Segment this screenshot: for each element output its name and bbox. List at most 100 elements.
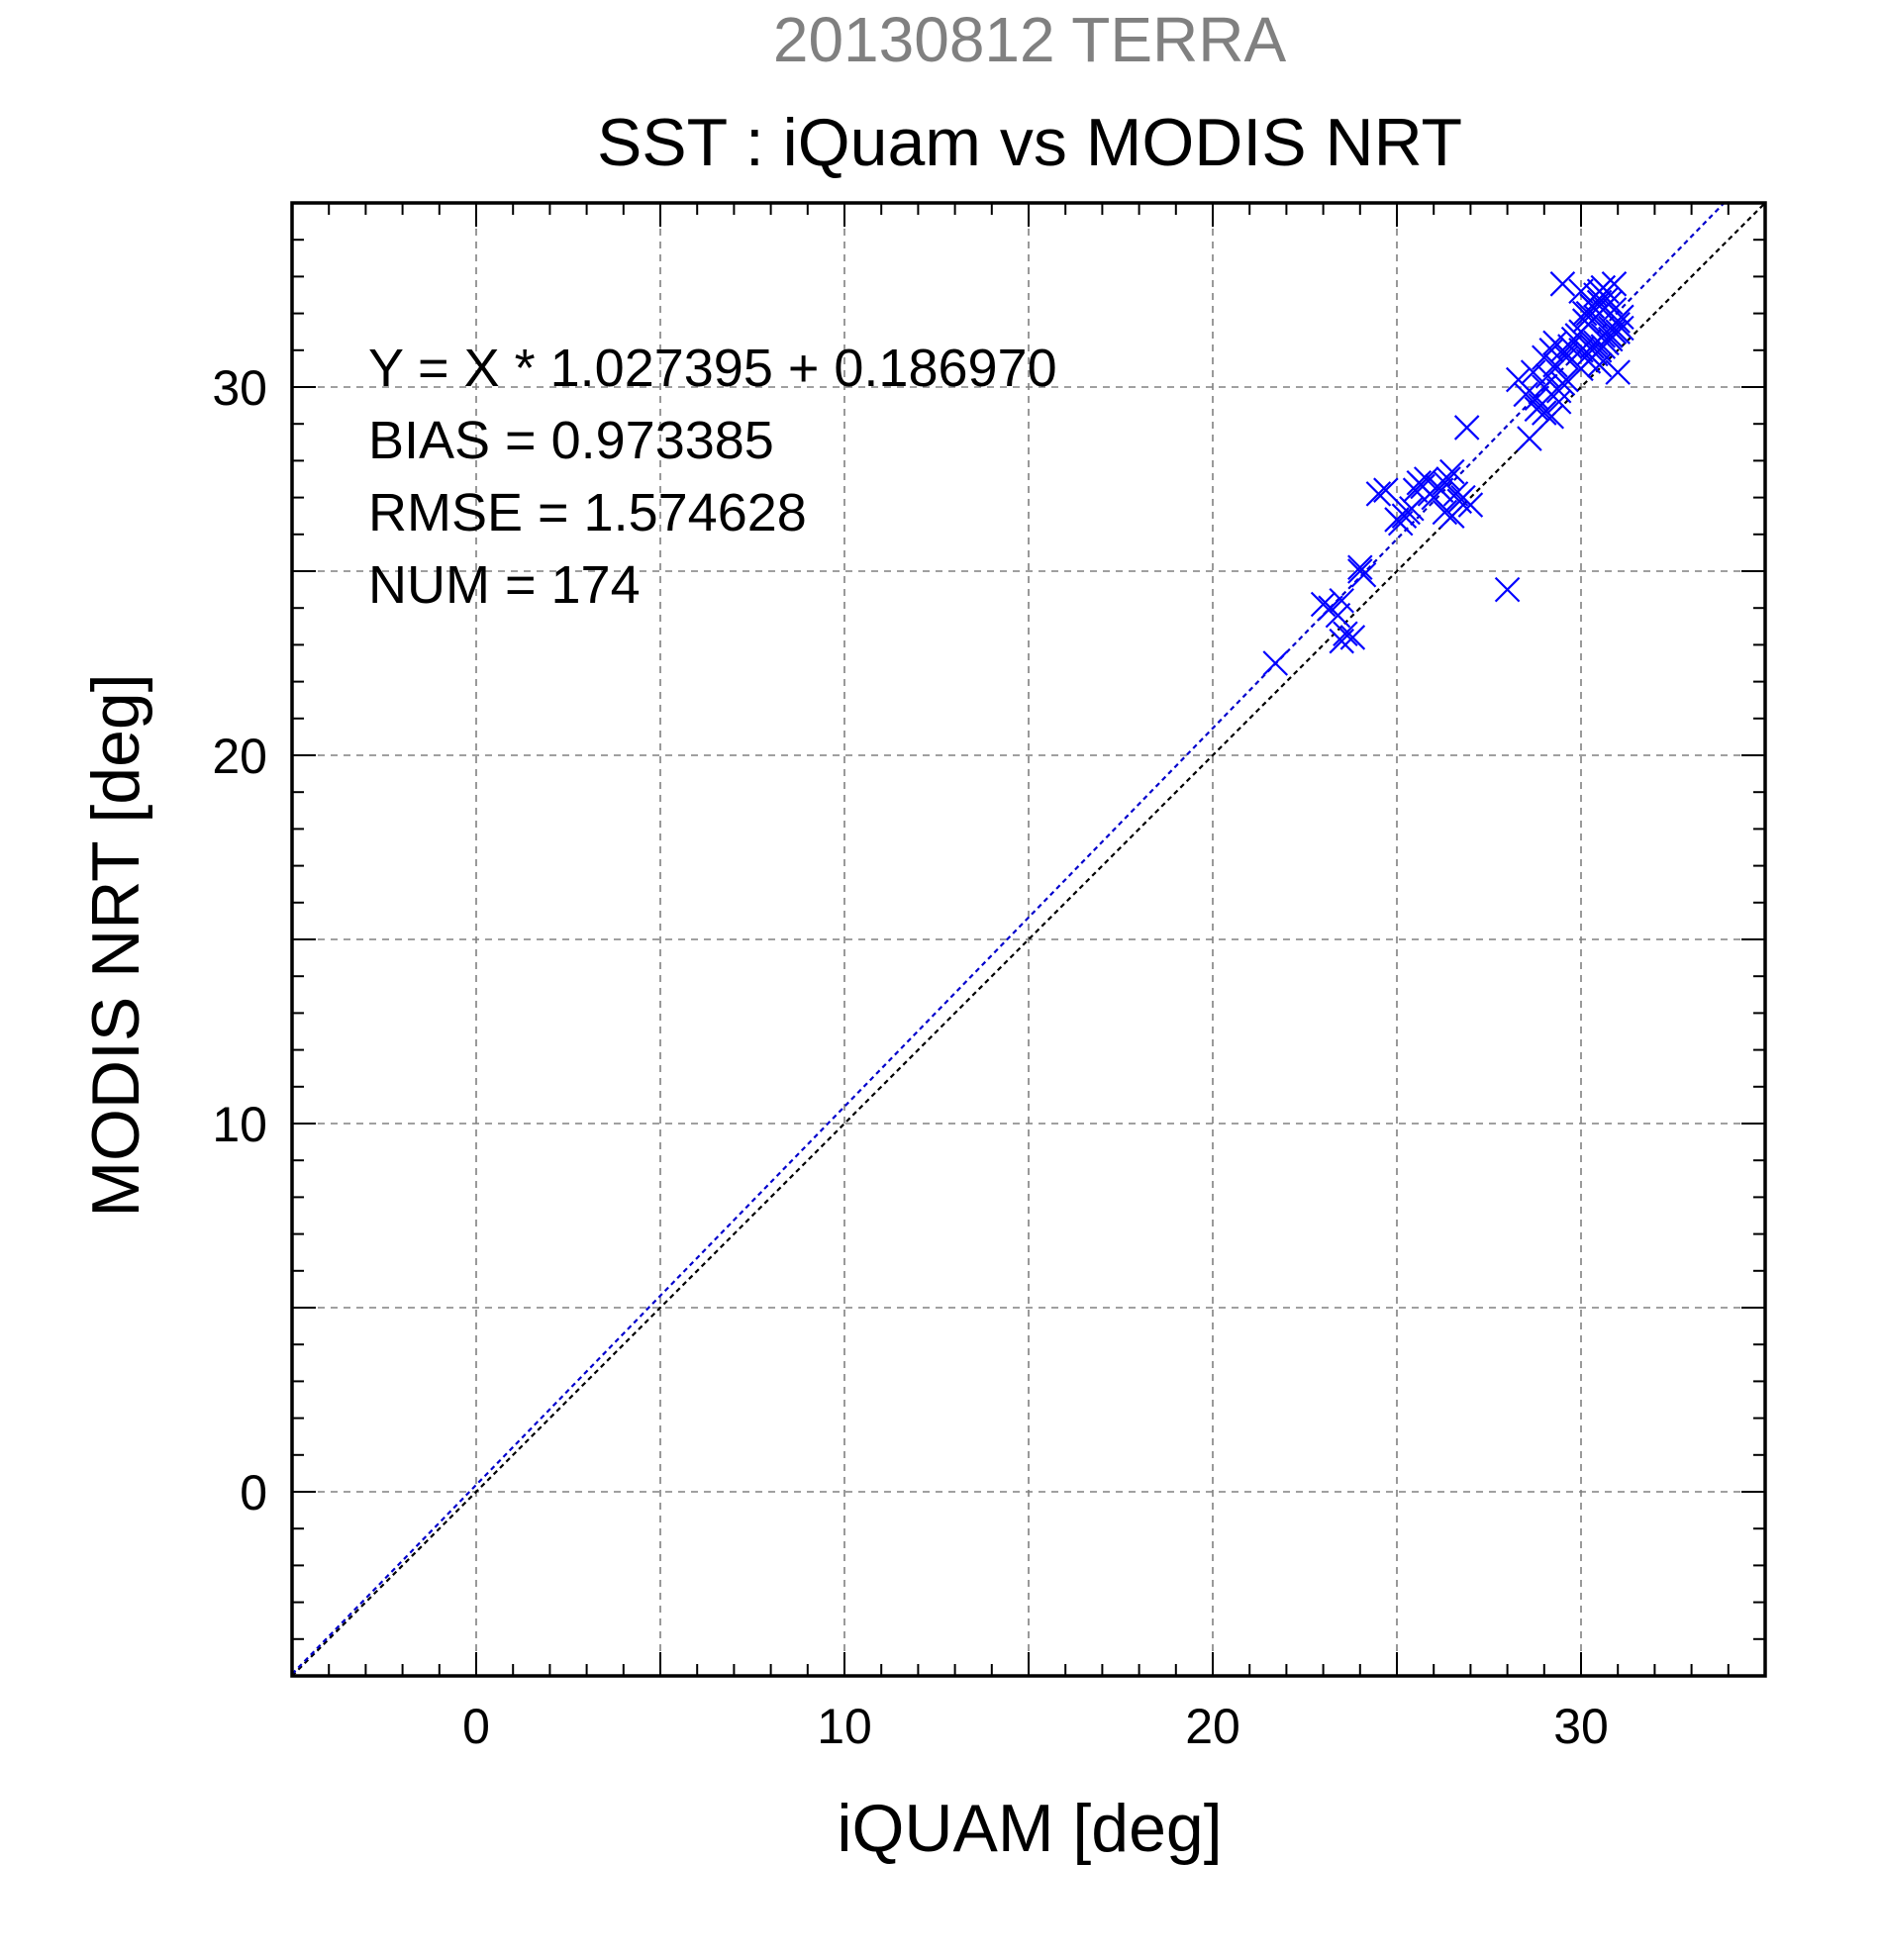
- data-point-stroke: [1387, 510, 1414, 537]
- data-point: [1597, 323, 1624, 348]
- data-point-stroke: [1549, 271, 1576, 297]
- data-point: [1329, 587, 1354, 614]
- annotation-line: Y = X * 1.027395 + 0.186970: [368, 339, 1057, 398]
- y-tick-label: 20: [212, 729, 267, 784]
- data-point-stroke: [1538, 338, 1565, 363]
- chart-supertitle: 20130812 TERRA: [773, 4, 1287, 75]
- plot-frame: [290, 201, 1767, 1678]
- data-point: [1373, 477, 1399, 503]
- reference-lines: [291, 202, 1766, 1677]
- data-points: [1262, 271, 1634, 676]
- data-point-stroke: [1262, 650, 1289, 676]
- y-axis-label: MODIS NRT [deg]: [78, 673, 153, 1217]
- statistics-annotation: Y = X * 1.027395 + 0.186970 BIAS = 0.9733…: [368, 339, 1057, 615]
- chart-title: SST : iQuam vs MODIS NRT: [597, 105, 1462, 180]
- fit-line: [291, 202, 1726, 1675]
- data-point: [1436, 466, 1461, 492]
- data-point-stroke: [1350, 561, 1377, 588]
- data-point: [1579, 334, 1605, 359]
- data-point: [1442, 481, 1469, 507]
- data-point-stroke: [1568, 278, 1594, 305]
- data-point: [1549, 271, 1576, 297]
- annotation-line: RMSE = 1.574628: [368, 483, 807, 542]
- data-point-stroke: [1532, 400, 1557, 426]
- data-point-stroke: [1545, 377, 1572, 404]
- annotation-line: NUM = 174: [368, 555, 641, 615]
- data-point-stroke: [1329, 587, 1354, 614]
- data-point: [1457, 492, 1484, 518]
- data-point: [1532, 400, 1557, 426]
- data-point: [1586, 289, 1613, 316]
- data-point: [1586, 351, 1613, 378]
- data-point-stroke: [1399, 495, 1425, 522]
- data-point-stroke: [1605, 319, 1631, 344]
- data-point-stroke: [1520, 359, 1546, 385]
- data-point: [1387, 510, 1414, 537]
- data-point: [1453, 415, 1480, 441]
- annotation-line: BIAS = 0.973385: [368, 411, 774, 470]
- data-point: [1553, 366, 1579, 393]
- data-point-stroke: [1494, 576, 1521, 603]
- data-point: [1601, 271, 1628, 297]
- data-point-stroke: [1439, 503, 1465, 529]
- x-tick-label: 10: [817, 1699, 872, 1754]
- data-point-stroke: [1553, 366, 1579, 393]
- data-point: [1347, 554, 1373, 581]
- data-point: [1568, 278, 1594, 305]
- tick-labels: 0 10 20 30 0 10 20 30: [212, 360, 1608, 1754]
- data-point: [1524, 396, 1550, 423]
- data-point: [1494, 576, 1521, 603]
- data-point: [1365, 481, 1392, 507]
- data-point: [1520, 359, 1546, 385]
- data-point-stroke: [1432, 499, 1458, 526]
- data-point: [1517, 426, 1542, 451]
- data-point: [1524, 385, 1550, 411]
- data-point: [1439, 503, 1465, 529]
- data-point-stroke: [1545, 389, 1572, 415]
- data-point-stroke: [1513, 381, 1538, 408]
- data-point-stroke: [1442, 481, 1469, 507]
- y-tick-label: 30: [212, 360, 267, 416]
- data-point: [1605, 359, 1631, 385]
- data-point-stroke: [1524, 396, 1550, 423]
- data-point-stroke: [1524, 385, 1550, 411]
- data-point-stroke: [1505, 366, 1532, 393]
- data-point-stroke: [1310, 591, 1336, 618]
- data-point-stroke: [1586, 351, 1613, 378]
- data-point-stroke: [1590, 297, 1617, 323]
- data-point: [1350, 561, 1377, 588]
- data-point: [1439, 458, 1465, 485]
- data-point-stroke: [1436, 466, 1461, 492]
- x-axis-label: iQUAM [deg]: [837, 1791, 1222, 1866]
- data-point-stroke: [1609, 304, 1634, 331]
- data-point: [1538, 403, 1565, 430]
- y-tick-label: 0: [240, 1465, 267, 1520]
- data-point-stroke: [1325, 602, 1351, 629]
- data-point-stroke: [1586, 289, 1613, 316]
- data-point-stroke: [1597, 323, 1624, 348]
- data-point-stroke: [1439, 458, 1465, 485]
- data-point: [1333, 621, 1358, 647]
- data-point-stroke: [1333, 621, 1358, 647]
- data-point: [1428, 477, 1454, 503]
- x-tick-label: 30: [1553, 1699, 1609, 1754]
- data-point-stroke: [1579, 334, 1605, 359]
- data-point-stroke: [1373, 477, 1399, 503]
- data-point: [1262, 650, 1289, 676]
- data-point: [1545, 377, 1572, 404]
- data-point-stroke: [1339, 625, 1366, 650]
- data-point-stroke: [1605, 359, 1631, 385]
- data-point: [1545, 389, 1572, 415]
- data-point: [1605, 319, 1631, 344]
- data-point-stroke: [1557, 334, 1583, 359]
- data-point-stroke: [1538, 403, 1565, 430]
- data-point-stroke: [1601, 271, 1628, 297]
- data-point: [1590, 297, 1617, 323]
- data-point: [1325, 602, 1351, 629]
- data-point-stroke: [1517, 426, 1542, 451]
- data-point-stroke: [1553, 341, 1579, 367]
- data-point: [1339, 625, 1366, 650]
- data-point-stroke: [1365, 481, 1392, 507]
